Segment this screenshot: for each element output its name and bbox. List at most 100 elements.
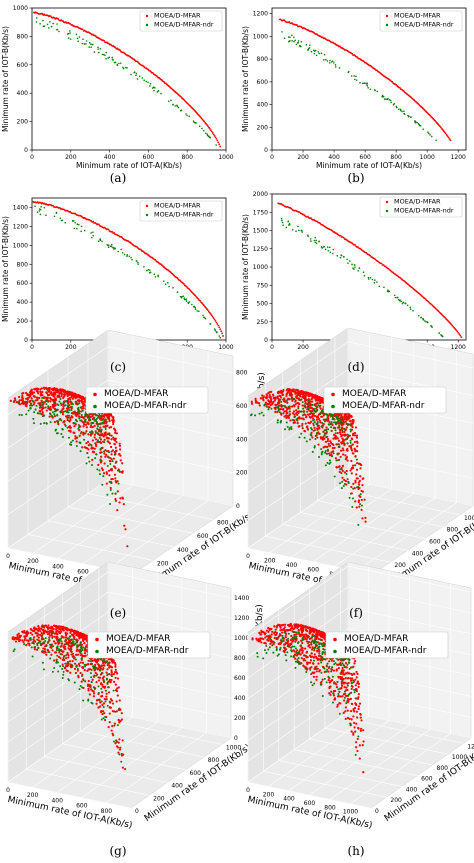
ndr-point bbox=[214, 329, 217, 332]
mfar-point bbox=[359, 467, 362, 470]
mfar-point bbox=[351, 443, 355, 446]
mfar-point bbox=[280, 413, 283, 416]
ndr-point bbox=[89, 431, 92, 434]
ndr-point bbox=[299, 44, 301, 47]
ndr-point bbox=[294, 39, 296, 42]
mfar-point bbox=[346, 418, 349, 421]
mfar-point bbox=[48, 415, 51, 418]
ndr-point bbox=[312, 49, 315, 52]
mfar-point bbox=[72, 431, 75, 434]
ndr-point bbox=[128, 255, 131, 258]
mfar-point bbox=[250, 400, 253, 403]
ndr-point bbox=[78, 441, 81, 444]
ndr-point bbox=[42, 668, 45, 671]
mfar-point bbox=[445, 134, 448, 136]
mfar-point bbox=[37, 633, 40, 636]
ndr-point bbox=[36, 644, 39, 647]
grid-line bbox=[107, 446, 234, 473]
z-tick-label: 0 bbox=[234, 735, 238, 742]
ndr-point bbox=[335, 416, 338, 419]
ndr-point bbox=[55, 211, 58, 214]
mfar-point bbox=[119, 454, 122, 457]
ndr-point bbox=[70, 638, 73, 641]
mfar-point bbox=[332, 433, 336, 436]
mfar-point bbox=[110, 453, 113, 456]
mfar-point bbox=[338, 414, 341, 417]
ndr-point bbox=[349, 439, 352, 442]
mfar-point bbox=[452, 325, 455, 328]
mfar-point bbox=[67, 393, 70, 396]
ndr-point bbox=[145, 80, 148, 83]
ndr-point bbox=[78, 688, 81, 691]
mfar-point bbox=[315, 395, 318, 398]
legend-marker bbox=[93, 392, 97, 397]
ndr-point bbox=[106, 674, 109, 677]
ndr-point bbox=[59, 217, 62, 219]
mfar-point bbox=[305, 415, 308, 418]
ndr-point bbox=[152, 86, 155, 88]
mfar-point bbox=[73, 395, 77, 398]
ndr-point bbox=[316, 420, 319, 423]
ndr-point bbox=[102, 475, 105, 478]
y-tick-label: 1000 bbox=[13, 5, 28, 12]
ndr-point bbox=[114, 461, 117, 464]
mfar-point bbox=[296, 24, 298, 26]
mfar-point bbox=[100, 414, 103, 417]
ndr-point bbox=[90, 232, 92, 234]
ndr-point bbox=[84, 665, 87, 668]
ndr-point bbox=[38, 208, 41, 210]
ndr-point bbox=[314, 438, 317, 441]
mfar-point bbox=[351, 452, 354, 455]
ndr-point bbox=[335, 459, 338, 462]
mfar-point bbox=[116, 677, 120, 680]
mfar-point bbox=[108, 420, 111, 423]
ndr-point bbox=[75, 665, 78, 668]
mfar-point bbox=[353, 434, 357, 437]
ndr-point bbox=[300, 432, 303, 435]
ndr-point bbox=[374, 89, 376, 92]
y-tick-label: 800 bbox=[257, 56, 269, 63]
grid-line bbox=[107, 500, 209, 570]
mfar-point bbox=[418, 103, 420, 106]
ndr-point bbox=[314, 429, 317, 432]
mfar-point bbox=[350, 449, 354, 452]
ndr-point bbox=[176, 291, 179, 293]
ndr-point bbox=[346, 478, 349, 481]
mfar-point bbox=[276, 403, 279, 406]
mfar-point bbox=[80, 666, 84, 669]
ndr-point bbox=[331, 61, 333, 63]
ndr-point bbox=[336, 255, 339, 257]
ndr-point bbox=[327, 428, 330, 431]
mfar-point bbox=[209, 129, 212, 132]
y-tick-label: 1200 bbox=[253, 11, 268, 18]
grid-line bbox=[47, 520, 174, 548]
ndr-point bbox=[431, 135, 433, 138]
ndr-point bbox=[187, 301, 190, 304]
ndr-point bbox=[339, 420, 342, 423]
mfar-point bbox=[354, 450, 357, 453]
ndr-point bbox=[280, 400, 283, 403]
ndr-point bbox=[276, 406, 279, 409]
mfar-point bbox=[77, 662, 81, 666]
ndr-point bbox=[183, 297, 186, 299]
mfar-point bbox=[81, 633, 84, 636]
mfar-point bbox=[316, 415, 319, 418]
mfar-point bbox=[289, 394, 293, 397]
mfar-point bbox=[46, 396, 49, 399]
ndr-point bbox=[95, 453, 98, 456]
ndr-point bbox=[104, 426, 107, 429]
mfar-point bbox=[101, 691, 104, 694]
ndr-point bbox=[328, 62, 331, 64]
y-tick-label: 2000 bbox=[253, 191, 268, 198]
legend-box bbox=[139, 200, 223, 222]
mfar-point bbox=[112, 734, 115, 737]
ndr-point bbox=[120, 248, 122, 251]
legend-label: MOEA/D-MFAR bbox=[154, 12, 201, 20]
mfar-point bbox=[71, 634, 74, 637]
x-tick-label: 1200 bbox=[451, 154, 466, 161]
mfar-point bbox=[441, 128, 444, 131]
mfar-point bbox=[316, 427, 319, 430]
mfar-point bbox=[53, 659, 56, 662]
mfar-point bbox=[106, 668, 109, 671]
mfar-point bbox=[106, 440, 109, 443]
